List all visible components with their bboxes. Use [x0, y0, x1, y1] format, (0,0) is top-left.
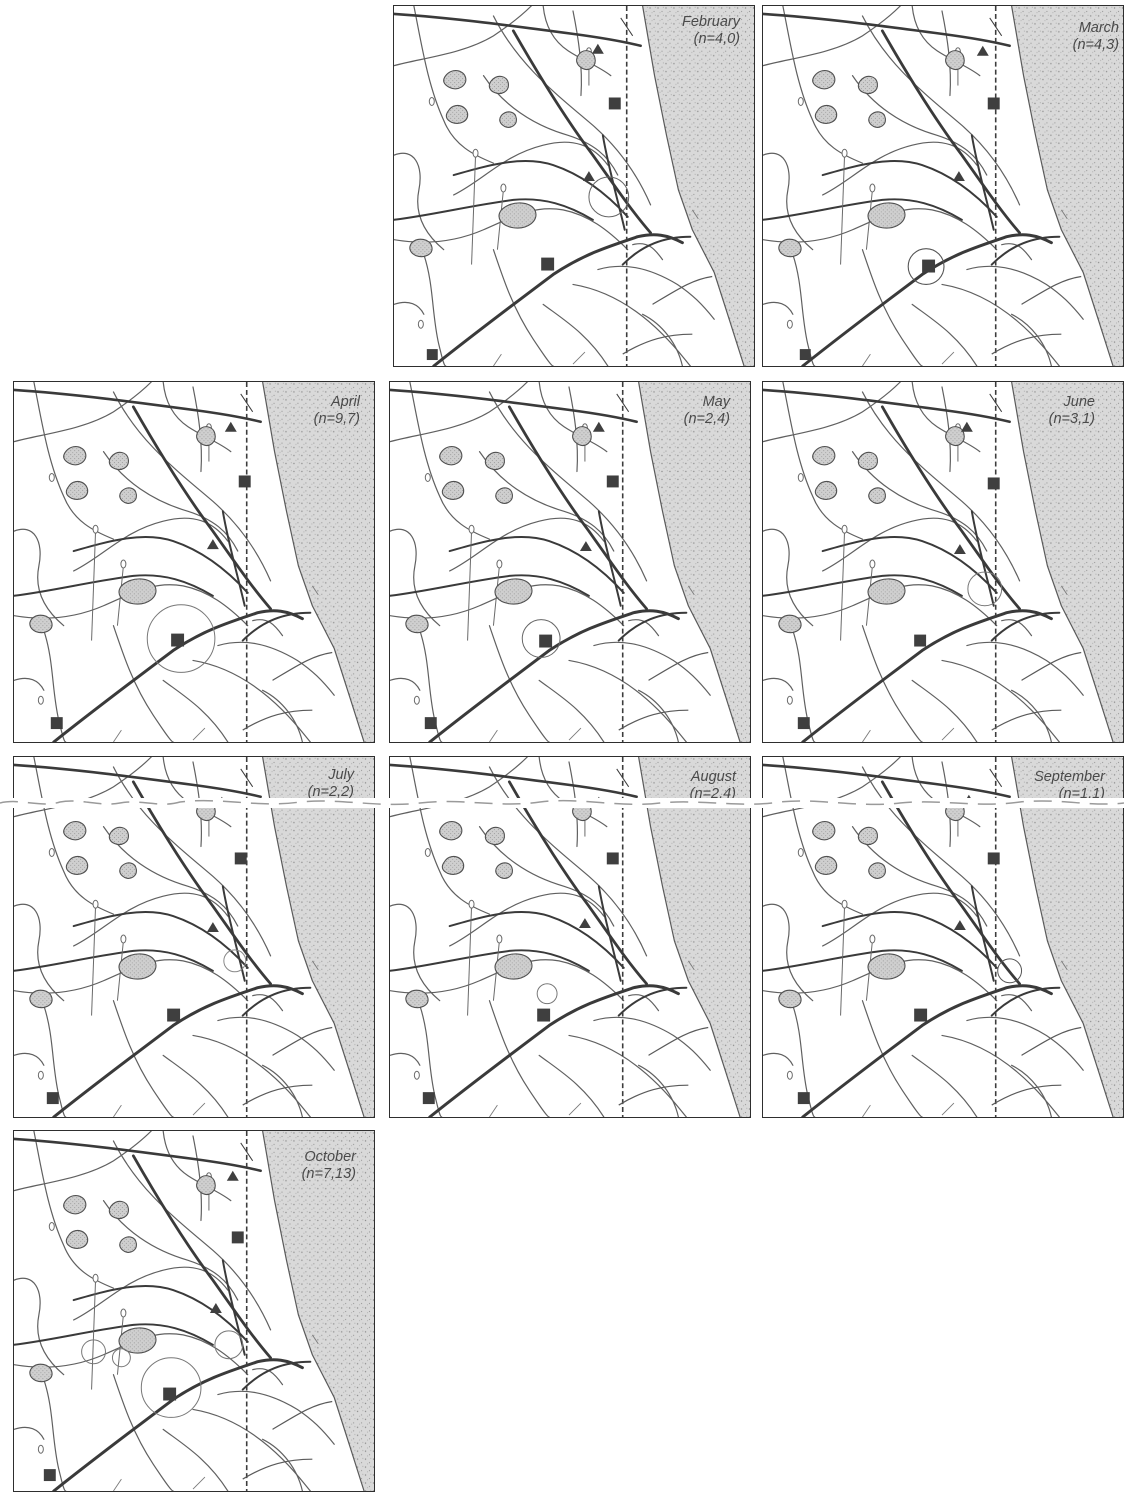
triangle-marker-icon — [579, 541, 592, 552]
panel-label: February (n=4,0) — [682, 14, 740, 48]
home-range-circle-icon — [140, 1357, 202, 1418]
map-february — [394, 6, 754, 366]
panel-february: February (n=4,0) — [393, 5, 755, 367]
square-marker-icon — [231, 1231, 244, 1244]
panel-label: April (n=9,7) — [314, 394, 360, 428]
triangle-marker-icon — [591, 43, 604, 54]
square-marker-icon — [167, 1008, 181, 1022]
triangle-marker-icon — [960, 421, 973, 432]
home-range-circle-icon — [967, 571, 1003, 607]
month-label: April — [330, 394, 360, 410]
map-september — [763, 757, 1123, 1117]
month-label: March — [1078, 20, 1119, 36]
map-april — [14, 382, 374, 742]
square-marker-icon — [797, 1092, 810, 1105]
triangle-marker-icon — [226, 1170, 239, 1181]
home-range-circle-icon — [81, 1339, 106, 1365]
triangle-marker-icon — [952, 171, 965, 182]
square-marker-icon — [541, 257, 555, 271]
panel-june: June (n=3,1) — [762, 381, 1124, 743]
home-range-circle-icon — [588, 176, 630, 218]
map-may — [390, 382, 750, 742]
panel-july: July (n=2,2) — [13, 756, 375, 1118]
square-marker-icon — [797, 717, 810, 730]
triangle-marker-icon — [209, 1303, 222, 1313]
panel-september: September (n=1,1) — [762, 756, 1124, 1118]
triangle-marker-icon — [206, 922, 219, 933]
panel-label: May (n=2,4) — [684, 394, 730, 428]
home-range-circle-icon — [214, 1330, 244, 1360]
sample-count: (n=2,2) — [307, 784, 354, 800]
panel-march: March (n=4,3) — [762, 5, 1124, 367]
home-range-circle-icon — [521, 619, 561, 658]
month-label: June — [1063, 394, 1095, 410]
square-marker-icon — [539, 634, 553, 648]
home-range-circle-icon — [146, 604, 216, 673]
month-label: October — [304, 1149, 356, 1165]
map-july — [14, 757, 374, 1117]
square-marker-icon — [422, 1092, 435, 1105]
square-marker-icon — [238, 475, 251, 488]
panel-may: May (n=2,4) — [389, 381, 751, 743]
triangle-marker-icon — [206, 539, 219, 550]
panel-october: October (n=7,13) — [13, 1130, 375, 1492]
panel-label: June (n=3,1) — [1049, 394, 1095, 428]
square-marker-icon — [987, 852, 1000, 865]
square-marker-icon — [922, 259, 936, 273]
square-marker-icon — [234, 852, 247, 865]
sample-count: (n=9,7) — [313, 411, 360, 427]
triangle-marker-icon — [976, 45, 989, 56]
triangle-marker-icon — [953, 920, 966, 931]
month-label: July — [328, 767, 354, 783]
square-marker-icon — [43, 1469, 56, 1482]
square-marker-icon — [799, 349, 811, 361]
home-range-circle-icon — [907, 248, 945, 285]
home-range-circle-icon — [536, 983, 558, 1005]
month-label: February — [681, 14, 740, 30]
square-marker-icon — [163, 1387, 177, 1401]
home-range-circle-icon — [111, 1348, 131, 1368]
month-label: September — [1034, 769, 1105, 785]
square-marker-icon — [606, 852, 619, 865]
home-range-circle-icon — [223, 949, 247, 973]
square-marker-icon — [537, 1008, 551, 1022]
month-label: May — [702, 394, 730, 410]
triangle-marker-icon — [224, 421, 237, 432]
sample-count: (n=4,0) — [693, 31, 740, 47]
square-marker-icon — [608, 97, 621, 110]
square-marker-icon — [171, 633, 185, 647]
square-marker-icon — [914, 634, 927, 647]
panel-label: July (n=2,2) — [308, 767, 354, 801]
square-marker-icon — [46, 1092, 59, 1105]
square-marker-icon — [987, 97, 1000, 110]
map-august — [390, 757, 750, 1117]
home-range-circle-icon — [997, 958, 1023, 984]
month-label: August — [690, 769, 736, 785]
sample-count: (n=3,1) — [1048, 411, 1095, 427]
square-marker-icon — [987, 477, 1000, 490]
triangle-marker-icon — [592, 421, 605, 432]
map-march — [763, 6, 1123, 366]
sample-count: (n=4,3) — [1072, 37, 1119, 53]
map-june — [763, 382, 1123, 742]
sample-count: (n=7,13) — [301, 1166, 356, 1182]
triangle-marker-icon — [953, 544, 966, 555]
scan-artifact — [0, 798, 1124, 808]
square-marker-icon — [424, 717, 437, 730]
panel-april: April (n=9,7) — [13, 381, 375, 743]
triangle-marker-icon — [582, 171, 595, 182]
square-marker-icon — [914, 1008, 928, 1022]
square-marker-icon — [606, 475, 619, 488]
panel-august: August (n=2,4) — [389, 756, 751, 1118]
triangle-marker-icon — [578, 918, 591, 929]
map-october — [14, 1131, 374, 1491]
sample-count: (n=2,4) — [683, 411, 730, 427]
panel-label: March (n=4,3) — [1073, 20, 1119, 54]
panel-label: October (n=7,13) — [302, 1149, 356, 1183]
square-marker-icon — [50, 717, 63, 730]
square-marker-icon — [426, 349, 438, 361]
